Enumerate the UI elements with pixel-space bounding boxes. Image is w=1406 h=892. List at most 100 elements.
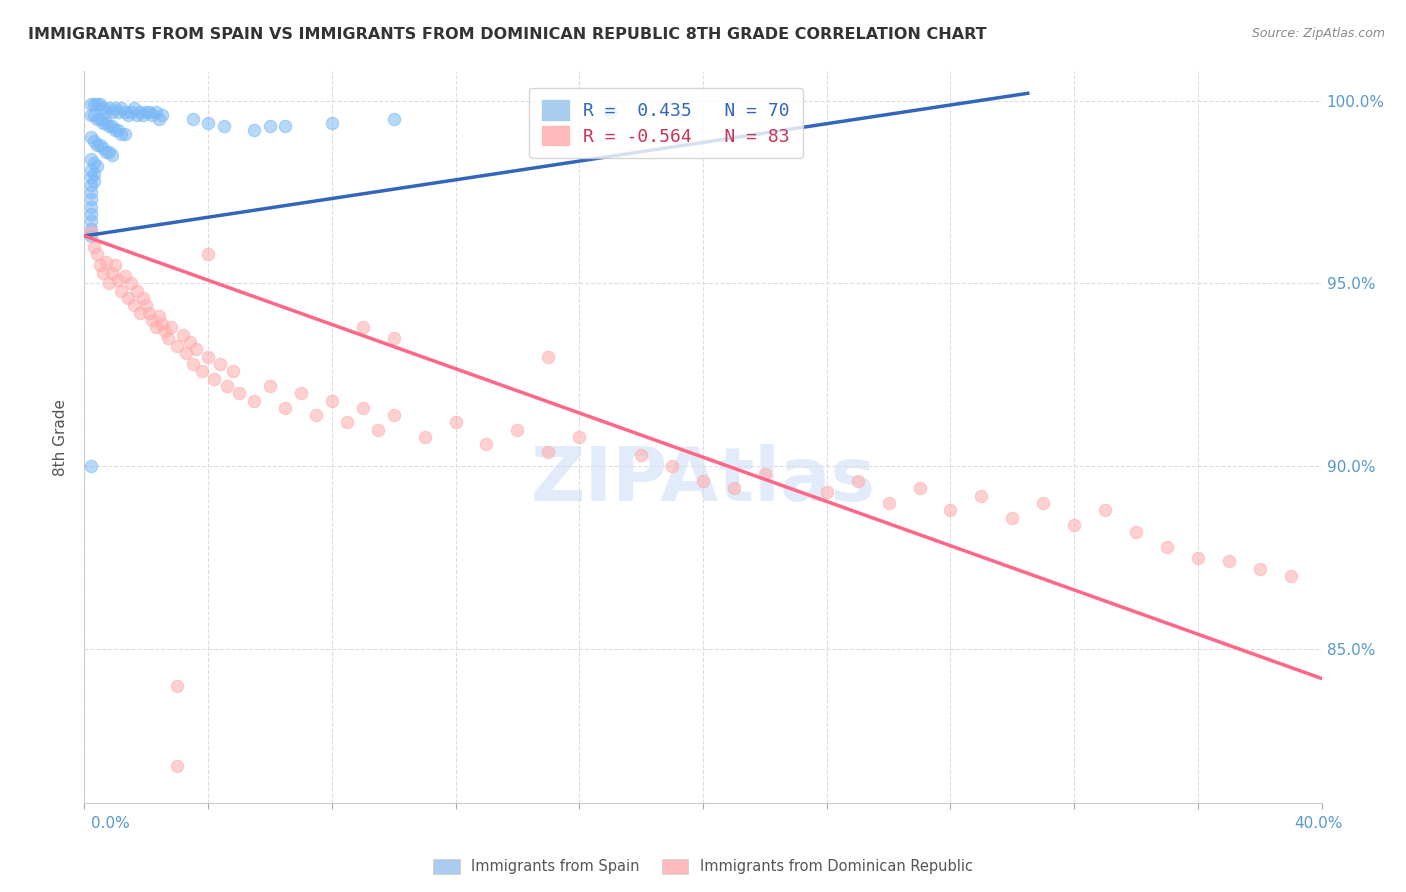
- Point: [209, 357, 232, 371]
- Point: [129, 306, 152, 320]
- Point: [79, 185, 101, 199]
- Point: [176, 346, 198, 360]
- Point: [181, 112, 204, 126]
- Point: [274, 401, 297, 415]
- Point: [243, 123, 266, 137]
- Point: [156, 331, 179, 345]
- Point: [172, 327, 194, 342]
- Point: [91, 266, 114, 280]
- Point: [382, 408, 405, 422]
- Point: [166, 339, 188, 353]
- Point: [382, 112, 405, 126]
- Text: Source: ZipAtlas.com: Source: ZipAtlas.com: [1251, 27, 1385, 40]
- Point: [107, 104, 129, 119]
- Point: [129, 104, 152, 119]
- Point: [83, 97, 105, 112]
- Point: [506, 423, 529, 437]
- Point: [79, 225, 101, 239]
- Point: [908, 481, 931, 495]
- Point: [1094, 503, 1116, 517]
- Text: 40.0%: 40.0%: [1295, 816, 1343, 831]
- Legend: R =  0.435   N = 70, R = -0.564   N = 83: R = 0.435 N = 70, R = -0.564 N = 83: [529, 87, 803, 158]
- Point: [352, 401, 374, 415]
- Point: [114, 104, 136, 119]
- Point: [259, 120, 281, 134]
- Point: [228, 386, 250, 401]
- Point: [222, 364, 245, 378]
- Point: [243, 393, 266, 408]
- Point: [101, 266, 124, 280]
- Point: [321, 393, 343, 408]
- Point: [475, 437, 498, 451]
- Point: [83, 240, 105, 254]
- Point: [444, 416, 467, 430]
- Point: [215, 379, 238, 393]
- Point: [970, 489, 993, 503]
- Point: [117, 291, 139, 305]
- Point: [98, 120, 121, 134]
- Point: [110, 101, 132, 115]
- Point: [184, 343, 207, 357]
- Point: [336, 416, 359, 430]
- Point: [202, 371, 225, 385]
- Point: [305, 408, 328, 422]
- Point: [94, 145, 117, 159]
- Point: [1218, 554, 1240, 568]
- Point: [1032, 496, 1054, 510]
- Point: [86, 137, 108, 152]
- Point: [259, 379, 281, 393]
- Point: [98, 277, 121, 291]
- Point: [181, 357, 204, 371]
- Point: [86, 97, 108, 112]
- Point: [89, 258, 111, 272]
- Text: ZIPAtlas: ZIPAtlas: [530, 444, 876, 517]
- Point: [107, 273, 129, 287]
- Y-axis label: 8th Grade: 8th Grade: [53, 399, 69, 475]
- Point: [141, 108, 163, 122]
- Point: [114, 269, 136, 284]
- Point: [160, 320, 183, 334]
- Point: [79, 170, 101, 185]
- Point: [79, 108, 101, 122]
- Legend: Immigrants from Spain, Immigrants from Dominican Republic: Immigrants from Spain, Immigrants from D…: [427, 853, 979, 880]
- Point: [191, 364, 214, 378]
- Point: [754, 467, 776, 481]
- Point: [83, 156, 105, 170]
- Point: [352, 320, 374, 334]
- Point: [212, 120, 235, 134]
- Point: [86, 160, 108, 174]
- Point: [89, 137, 111, 152]
- Point: [382, 331, 405, 345]
- Point: [79, 207, 101, 221]
- Point: [846, 474, 869, 488]
- Point: [148, 310, 170, 324]
- Point: [117, 108, 139, 122]
- Point: [94, 254, 117, 268]
- Point: [145, 320, 167, 334]
- Point: [135, 104, 157, 119]
- Point: [104, 258, 127, 272]
- Point: [630, 449, 652, 463]
- Point: [120, 104, 142, 119]
- Point: [94, 115, 117, 129]
- Point: [79, 152, 101, 166]
- Point: [98, 101, 121, 115]
- Point: [101, 104, 124, 119]
- Point: [83, 167, 105, 181]
- Point: [125, 108, 148, 122]
- Point: [1249, 562, 1271, 576]
- Point: [568, 430, 591, 444]
- Point: [321, 115, 343, 129]
- Point: [86, 112, 108, 126]
- Point: [145, 104, 167, 119]
- Point: [723, 481, 745, 495]
- Point: [166, 679, 188, 693]
- Point: [125, 284, 148, 298]
- Point: [91, 101, 114, 115]
- Point: [79, 178, 101, 192]
- Point: [939, 503, 962, 517]
- Point: [135, 298, 157, 312]
- Point: [1001, 510, 1024, 524]
- Point: [138, 306, 160, 320]
- Point: [104, 101, 127, 115]
